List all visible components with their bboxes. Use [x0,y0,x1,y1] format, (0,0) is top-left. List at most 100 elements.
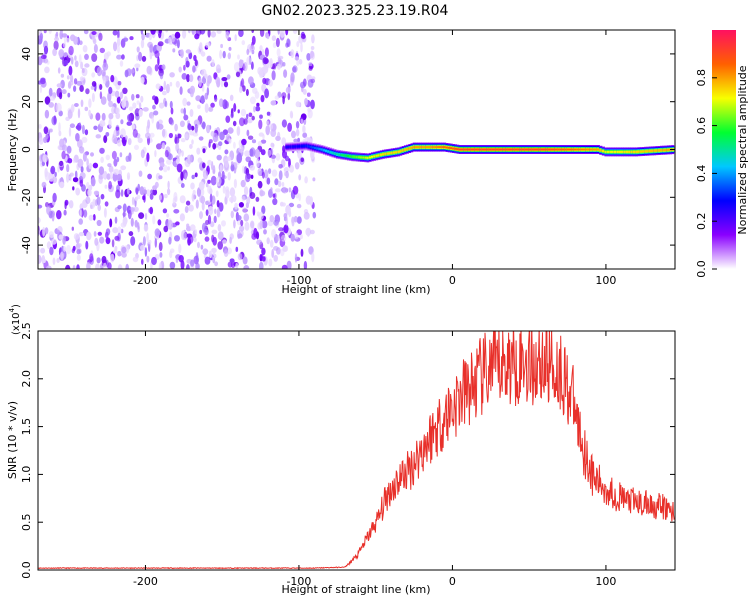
noise-speckle [270,148,274,155]
ridge-segment [331,151,335,154]
noise-speckle [56,83,63,88]
noise-speckle [108,113,114,120]
ridge-segment [329,151,333,154]
noise-speckle [262,77,267,85]
noise-speckle [111,135,118,144]
snr-unit-text: (x104) [8,304,22,335]
noise-speckle [131,196,135,206]
noise-speckle [292,185,299,195]
noise-speckle [206,55,212,62]
noise-speckle [79,85,84,92]
noise-speckle [132,102,137,109]
noise-speckle [72,186,75,191]
noise-speckle [63,59,69,66]
noise-speckle [66,145,72,154]
noise-speckle [165,30,169,33]
noise-speckle [95,112,101,121]
noise-speckle [241,195,246,202]
noise-speckle [282,95,285,105]
noise-speckle [67,158,73,164]
noise-speckle [213,215,217,224]
noise-speckle [104,184,108,189]
noise-speckle [155,83,161,90]
noise-speckle [270,100,277,106]
noise-speckle [60,251,64,261]
ridge-segment [601,150,605,153]
noise-speckle [229,94,234,102]
ridge-segment [371,155,374,158]
noise-speckle [282,186,288,194]
noise-speckle [114,235,120,241]
ridge-segment [623,150,627,153]
noise-speckle [241,59,244,65]
ridge-segment [458,148,462,151]
noise-speckle [201,222,207,232]
noise-speckle [42,154,48,163]
ridge-segment [507,148,511,151]
noise-speckle [66,173,70,183]
noise-speckle [113,41,118,52]
noise-speckle [312,177,316,182]
noise-speckle [93,44,98,53]
noise-speckle [283,69,288,78]
noise-speckle [98,32,103,42]
ridge-segment [521,148,525,151]
ridge-segment [395,151,398,154]
noise-speckle [89,253,94,263]
noise-speckle [265,120,269,125]
noise-speckle [214,208,217,215]
noise-speckle [129,36,134,41]
noise-speckle [187,237,192,246]
x-tick-label: -100 [286,575,311,588]
noise-speckle [197,157,203,164]
noise-speckle [195,95,202,102]
noise-speckle [281,92,287,99]
noise-speckle [164,100,168,108]
spectrogram-image [38,30,675,269]
ridge-segment [495,148,499,151]
noise-speckle [126,187,130,195]
noise-speckle [75,187,81,196]
noise-speckle [174,133,178,144]
noise-speckle [219,164,223,173]
ridge-segment [449,147,453,150]
noise-speckle [208,106,214,112]
noise-speckle [189,74,194,83]
noise-speckle [58,130,62,137]
noise-speckle [144,247,148,257]
noise-speckle [134,63,141,68]
noise-speckle [218,98,224,107]
noise-speckle [242,165,245,174]
noise-speckle [215,64,221,74]
noise-speckle [131,93,135,101]
noise-speckle [241,138,247,146]
noise-speckle [149,132,155,138]
noise-speckle [52,48,57,57]
noise-speckle [76,264,80,269]
noise-speckle [242,256,248,265]
noise-speckle [302,88,307,95]
ridge-segment [611,150,615,153]
noise-speckle [175,143,180,152]
noise-speckle [225,115,231,123]
noise-speckle [138,212,145,220]
noise-speckle [97,204,101,211]
noise-speckle [249,45,255,52]
noise-speckle [54,229,60,235]
noise-speckle [270,129,277,137]
noise-speckle [68,65,73,76]
noise-speckle [239,86,243,94]
noise-speckle [38,144,41,151]
noise-speckle [103,207,107,218]
noise-speckle [139,186,145,196]
noise-speckle [138,102,142,109]
noise-speckle [76,243,82,248]
noise-speckle [208,250,212,259]
noise-speckle [126,121,133,126]
noise-speckle [223,81,229,88]
noise-speckle [302,78,307,87]
noise-speckle [135,187,139,195]
noise-speckle [216,207,220,218]
noise-speckle [84,53,89,61]
noise-speckle [269,239,274,248]
